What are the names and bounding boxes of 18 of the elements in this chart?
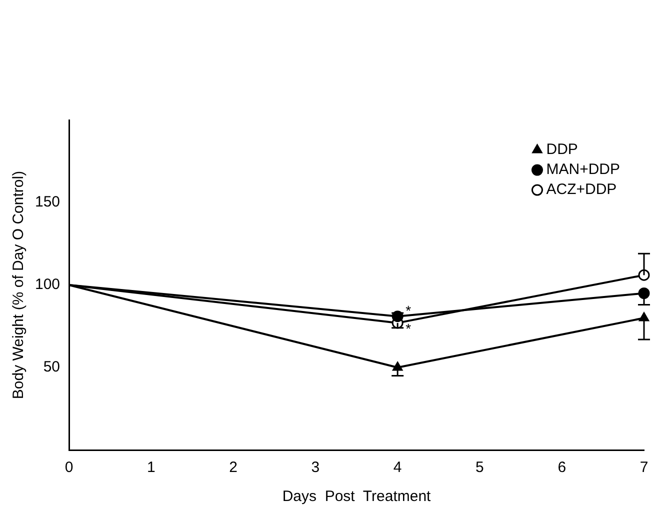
legend-label: MAN+DDP bbox=[546, 161, 620, 178]
y-axis-title: Body Weight (% of Day O Control) bbox=[10, 170, 28, 400]
y-tick-label: 100 bbox=[34, 276, 60, 294]
x-tick-label: 1 bbox=[146, 459, 156, 476]
y-tick-label: 50 bbox=[43, 358, 60, 376]
x-tick-label: 6 bbox=[558, 459, 566, 476]
x-tick-label: 7 bbox=[640, 459, 648, 476]
x-axis-title: Days Post Treatment bbox=[282, 488, 432, 506]
x-tick-label: 2 bbox=[229, 459, 238, 476]
annotation: * bbox=[406, 320, 412, 336]
x-tick-label: 0 bbox=[64, 459, 74, 476]
x-tick-label: 4 bbox=[393, 459, 402, 476]
legend-label: DDP bbox=[546, 141, 578, 158]
y-tick-label: 150 bbox=[34, 194, 60, 211]
x-tick-label: 5 bbox=[476, 459, 484, 476]
x-tick-label: 3 bbox=[311, 459, 320, 476]
legend-label: ACZ+DDP bbox=[546, 181, 617, 198]
annotation: * bbox=[406, 302, 412, 318]
